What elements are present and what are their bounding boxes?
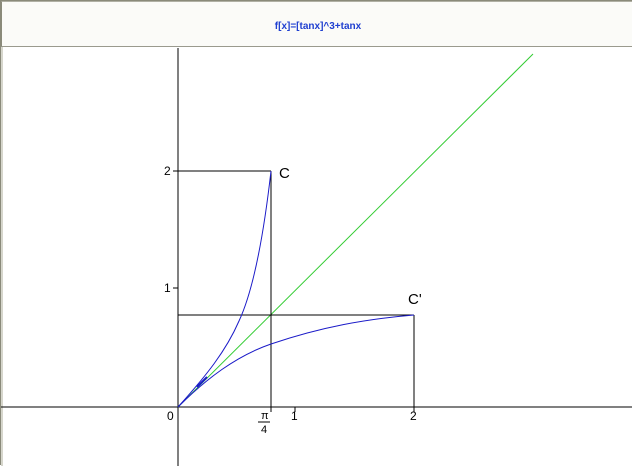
y-tick-label-1: 1 bbox=[164, 281, 171, 295]
function-title: f[x]=[tanx]^3+tanx bbox=[274, 21, 362, 32]
x-tick-label-1: 1 bbox=[291, 409, 298, 423]
window-left-edge bbox=[1, 47, 3, 466]
point-C-label: C bbox=[279, 165, 290, 182]
point-C-prime-label: C' bbox=[408, 291, 422, 308]
function-curve bbox=[177, 170, 272, 408]
y-tick-label-2: 2 bbox=[164, 164, 171, 178]
pi-label-denominator: 4 bbox=[261, 424, 267, 436]
pi-label-numerator: π bbox=[261, 410, 269, 422]
identity-line bbox=[177, 53, 534, 408]
origin-marker bbox=[196, 376, 208, 388]
x-tick-label-2: 2 bbox=[410, 409, 417, 423]
x-tick-label-origin: 0 bbox=[167, 409, 174, 423]
inverse-curve bbox=[177, 314, 415, 408]
title-bar: f[x]=[tanx]^3+tanx bbox=[1, 1, 632, 47]
